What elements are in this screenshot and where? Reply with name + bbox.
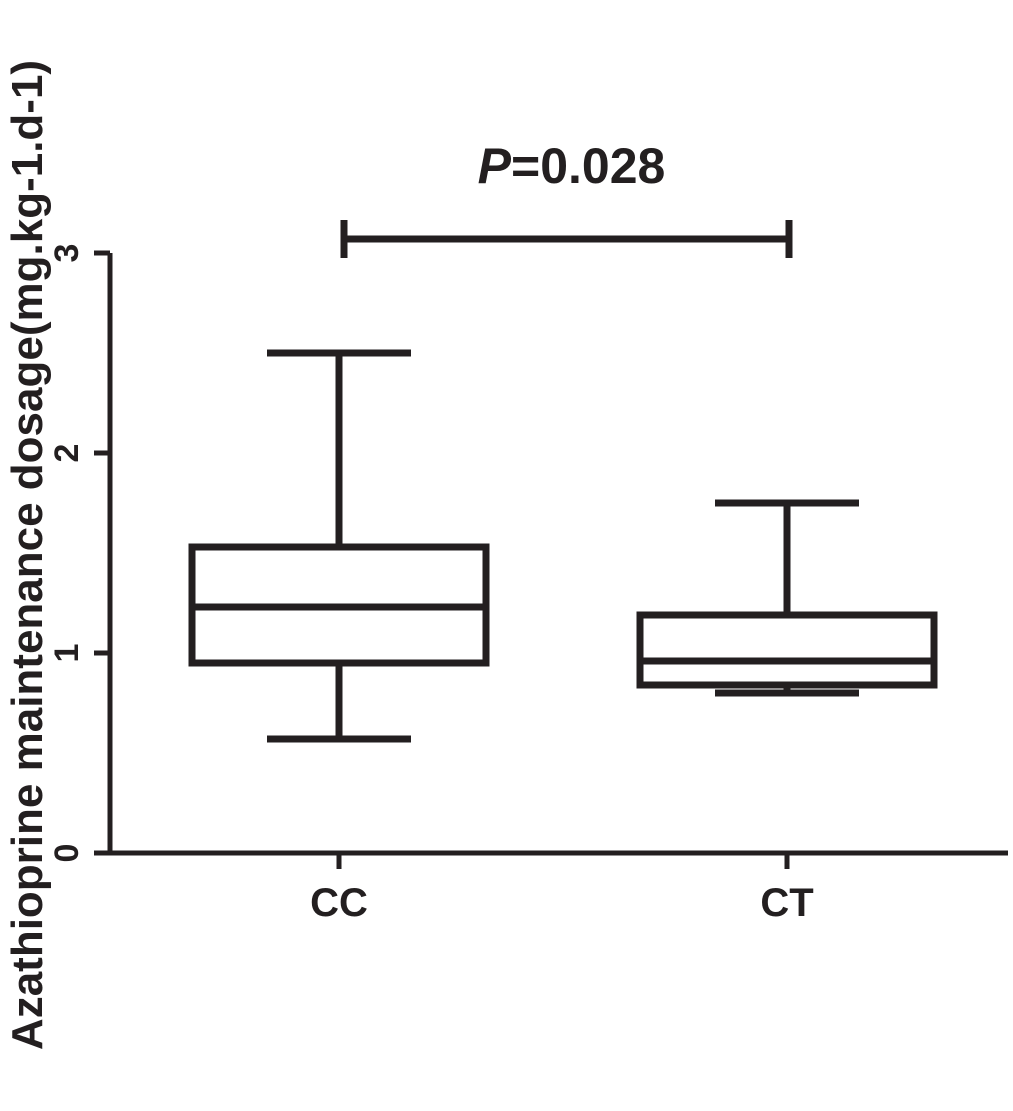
x-tick-label: CC xyxy=(310,881,368,925)
box-ct xyxy=(636,499,938,697)
y-axis-label: Azathioprine maintenance dosage(mg.kg-1.… xyxy=(3,60,52,1050)
axes xyxy=(107,253,1008,856)
y-tick-label: 0 xyxy=(48,844,86,863)
y-tick-label: 1 xyxy=(48,644,86,663)
significance-annotation: P=0.028 xyxy=(340,138,793,258)
y-tick-label: 2 xyxy=(48,444,86,463)
x-tick-label: CT xyxy=(760,881,813,925)
box-iqr xyxy=(636,611,938,689)
y-tick-label: 3 xyxy=(48,244,86,263)
box-cc xyxy=(188,349,490,743)
y-ticks: 0 1 2 3 xyxy=(48,244,110,863)
p-symbol: P xyxy=(478,138,512,194)
x-ticks: CC CT xyxy=(310,853,814,925)
p-value-label: P=0.028 xyxy=(478,138,666,194)
p-value-text: =0.028 xyxy=(511,138,665,194)
boxes xyxy=(188,349,938,743)
